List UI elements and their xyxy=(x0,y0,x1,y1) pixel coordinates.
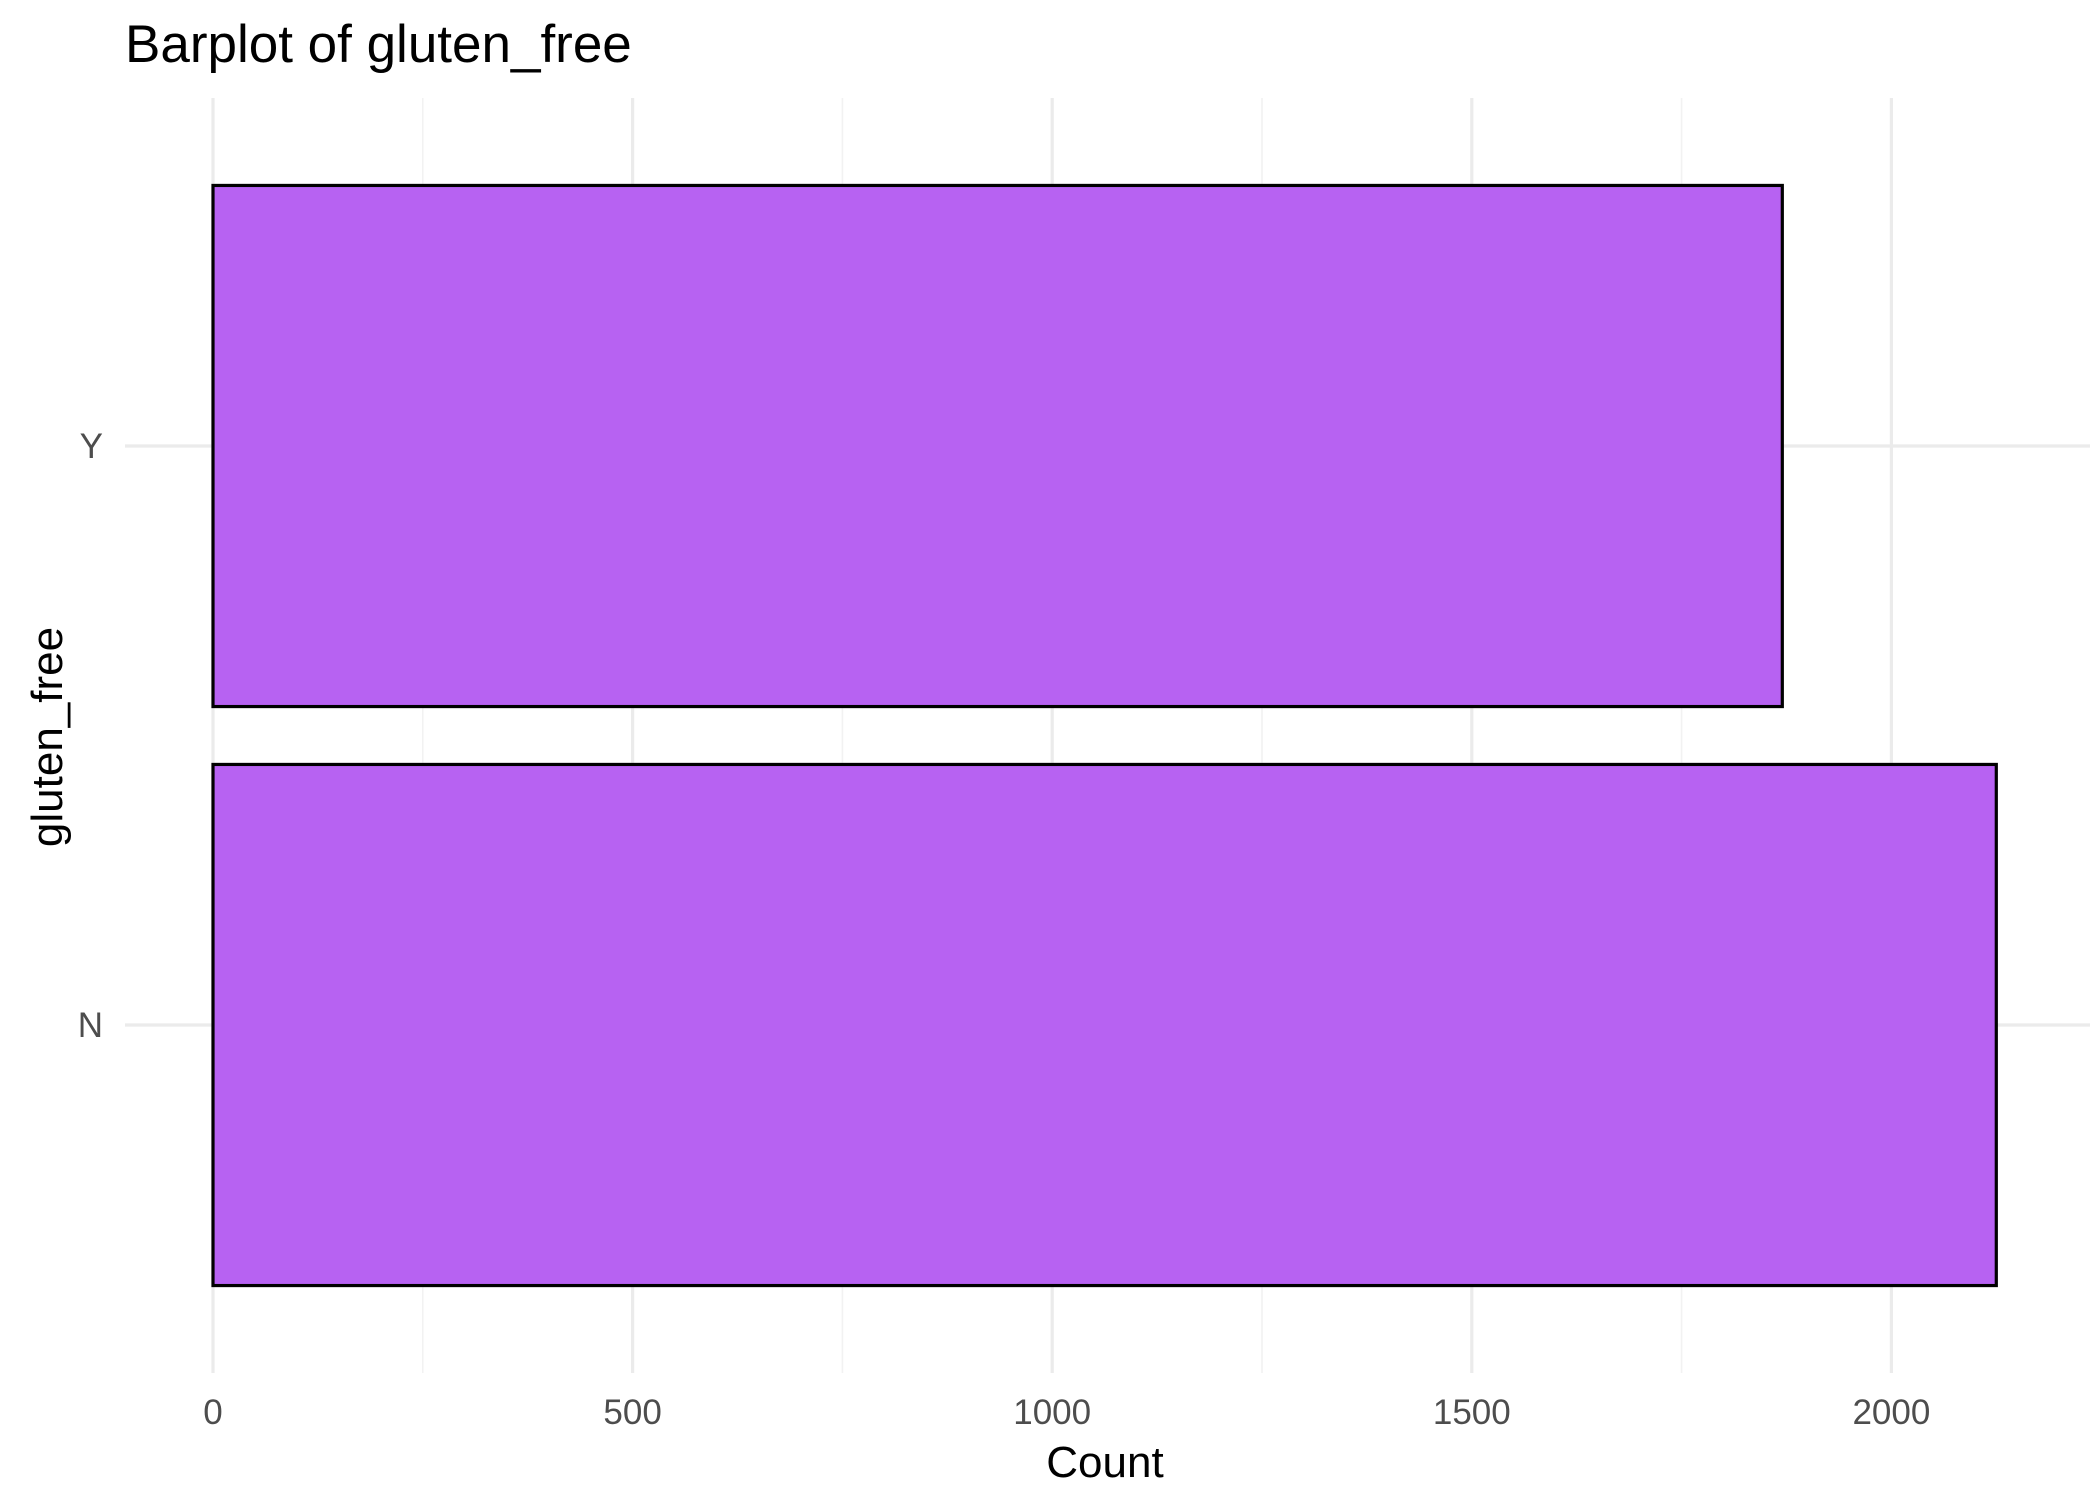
bar-Y xyxy=(211,183,1784,709)
y-axis-title: gluten_free xyxy=(23,627,72,847)
bar-N xyxy=(211,762,1998,1288)
chart-title: Barplot of gluten_free xyxy=(125,15,632,74)
x-tick-label: 1500 xyxy=(1433,1393,1511,1432)
x-tick-label: 500 xyxy=(603,1393,661,1432)
bars xyxy=(211,183,1998,1288)
x-tick-label: 1000 xyxy=(1013,1393,1091,1432)
tick-labels: N Y 0 500 1000 1500 2000 xyxy=(78,427,1931,1432)
x-tick-label: 2000 xyxy=(1852,1393,1930,1432)
x-axis-title: Count xyxy=(1046,1438,1163,1487)
y-tick-label: Y xyxy=(80,427,103,466)
y-tick-label: N xyxy=(78,1006,103,1045)
x-tick-label: 0 xyxy=(203,1393,222,1432)
